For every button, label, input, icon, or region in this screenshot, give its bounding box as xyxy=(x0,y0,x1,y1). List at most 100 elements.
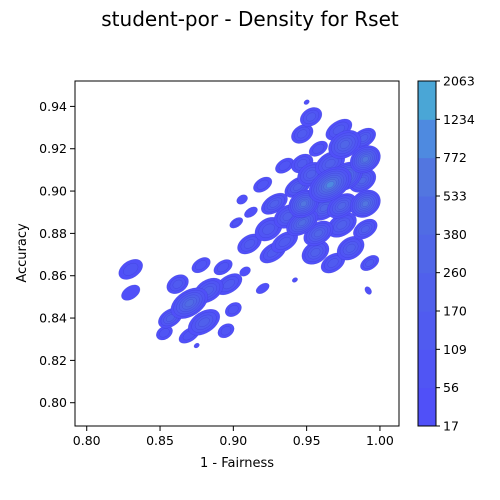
density-blob xyxy=(275,157,295,174)
density-blob xyxy=(292,277,298,283)
colorbar-band xyxy=(418,157,436,197)
density-blob xyxy=(170,287,209,319)
density-contour xyxy=(244,206,258,218)
density-contour xyxy=(232,219,241,227)
density-blob xyxy=(156,325,173,341)
density-blob xyxy=(320,252,346,274)
colorbar-tick-label: 772 xyxy=(443,150,467,165)
density-blob xyxy=(301,240,330,265)
density-contour xyxy=(243,239,255,249)
density-blob xyxy=(253,176,273,193)
x-tick-label: 0.85 xyxy=(146,433,174,448)
density-contour xyxy=(184,299,195,308)
density-blob xyxy=(308,140,328,157)
colorbar-tick-label: 17 xyxy=(443,419,459,434)
density-contour xyxy=(217,262,229,273)
colorbar-tick-label: 2063 xyxy=(443,74,475,89)
colorbar-tick-label: 109 xyxy=(443,342,467,357)
colorbar-tick-label: 1234 xyxy=(443,112,475,127)
density-contour xyxy=(337,202,347,210)
colorbar-band xyxy=(418,311,436,350)
colorbar-band xyxy=(418,349,436,389)
density-blob xyxy=(237,233,262,255)
y-tick-label: 0.90 xyxy=(39,184,67,199)
density-blob xyxy=(236,194,248,205)
density-contour xyxy=(327,258,339,268)
colorbar xyxy=(417,80,437,427)
density-blob xyxy=(326,212,357,238)
x-tick-label: 1.00 xyxy=(366,433,394,448)
density-blob xyxy=(326,193,357,219)
density-contour xyxy=(306,169,316,179)
y-tick-label: 0.84 xyxy=(39,311,67,326)
density-blob xyxy=(349,189,381,218)
y-tick-label: 0.92 xyxy=(39,141,67,156)
density-blob xyxy=(303,99,310,105)
colorbar-band xyxy=(418,387,436,427)
x-tick-label: 0.80 xyxy=(73,433,101,448)
density-contour xyxy=(262,223,275,235)
density-blob xyxy=(193,343,200,349)
density-contour xyxy=(239,266,251,277)
density-blob xyxy=(336,236,365,261)
density-contour xyxy=(228,305,239,315)
density-contour xyxy=(306,112,317,122)
colorbar-tick-label: 533 xyxy=(443,189,467,204)
density-contour xyxy=(278,160,291,171)
density-contour xyxy=(325,181,335,189)
y-axis: 0.80 0.82 0.84 0.86 0.88 0.90 0.92 0.94 xyxy=(39,99,75,410)
density-contour xyxy=(298,219,307,227)
density-blob xyxy=(239,266,251,277)
density-blob xyxy=(349,145,381,174)
density-contour xyxy=(222,279,235,290)
density-blob xyxy=(118,259,143,280)
density-blob xyxy=(213,259,233,276)
density-contour xyxy=(319,204,329,212)
y-tick-label: 0.80 xyxy=(39,395,67,410)
density-contour xyxy=(236,194,248,205)
density-blob xyxy=(244,206,258,218)
colorbar-frame xyxy=(417,80,437,427)
density-contour xyxy=(361,200,369,207)
colorbar-band xyxy=(418,81,436,120)
density-blob xyxy=(229,217,244,229)
density-contour xyxy=(310,248,321,257)
density-blob xyxy=(328,129,362,159)
colorbar-labels: 17 56 109 170 260 380 533 772 1234 2063 xyxy=(436,74,475,434)
y-tick-label: 0.86 xyxy=(39,268,67,283)
density-contour xyxy=(198,317,210,328)
y-tick-label: 0.88 xyxy=(39,226,67,241)
density-blob xyxy=(121,284,141,301)
density-contour xyxy=(278,236,291,247)
density-contour xyxy=(269,199,280,208)
density-contour xyxy=(121,284,141,301)
y-axis-label: Accuracy xyxy=(15,223,30,283)
density-blob xyxy=(166,274,189,294)
density-blob xyxy=(353,218,378,240)
density-contour xyxy=(195,260,207,271)
plot-frame xyxy=(74,80,400,427)
colorbar-tick-label: 380 xyxy=(443,227,467,242)
colorbar-tick-label: 260 xyxy=(443,265,467,280)
density-contour xyxy=(336,220,348,230)
x-tick-label: 0.90 xyxy=(219,433,247,448)
density-contour xyxy=(159,328,170,338)
density-contour xyxy=(364,286,372,295)
density-contour xyxy=(256,179,269,190)
x-axis-label: 1 - Fairness xyxy=(200,456,274,471)
density-blob xyxy=(360,255,380,271)
density-contour xyxy=(297,129,308,139)
x-tick-label: 0.95 xyxy=(293,433,321,448)
density-blob xyxy=(217,323,235,339)
density-blob xyxy=(191,257,211,274)
density-contour xyxy=(360,225,370,233)
density-contour xyxy=(220,326,232,336)
density-contour xyxy=(255,282,270,294)
colorbar-band xyxy=(418,234,436,274)
density-blob xyxy=(187,309,221,336)
density-contour xyxy=(339,140,350,149)
colorbar-band xyxy=(418,119,436,159)
colorbar-band xyxy=(418,196,436,235)
density-contour xyxy=(292,277,298,283)
density-blob xyxy=(291,124,314,144)
